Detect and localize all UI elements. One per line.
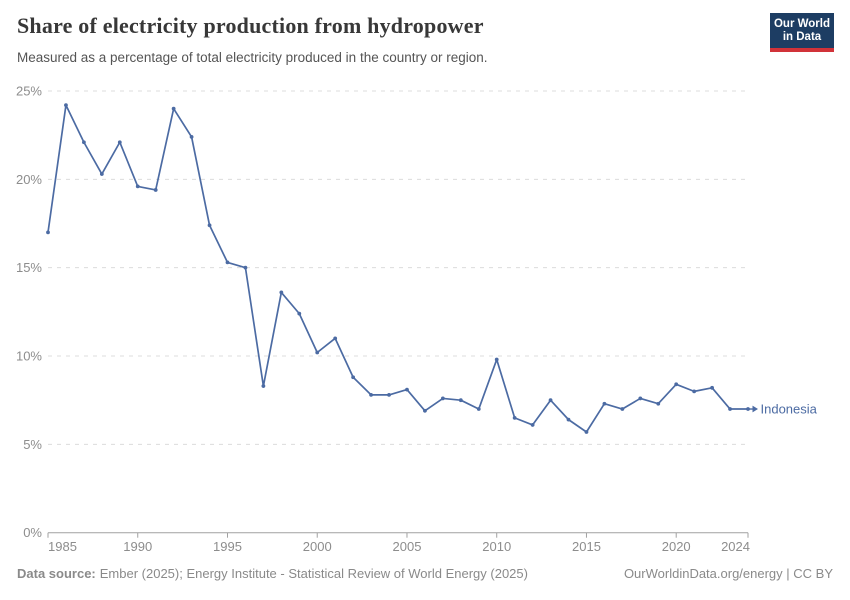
data-point (710, 385, 715, 390)
owid-logo: Our World in Data (770, 13, 834, 52)
y-tick-label: 20% (16, 172, 42, 187)
data-point (530, 423, 535, 427)
y-tick-label: 5% (23, 437, 42, 452)
y-tick-label: 0% (23, 525, 42, 540)
data-source: Data source: Ember (2025); Energy Institu… (17, 566, 528, 581)
data-point (728, 407, 732, 411)
data-source-label: Data source: (17, 566, 96, 581)
y-tick-label: 10% (16, 349, 42, 364)
logo-text-line1: Our World (773, 17, 830, 30)
data-point (81, 140, 86, 145)
x-tick-label: 2015 (572, 539, 601, 554)
credit-link[interactable]: OurWorldinData.org/energy | CC BY (623, 566, 833, 581)
data-point (153, 188, 158, 192)
logo-text-line2: in Data (782, 30, 822, 43)
data-point (423, 408, 427, 413)
x-tick-label: 2010 (482, 539, 511, 554)
data-point (440, 396, 445, 401)
x-tick-label: 2020 (662, 539, 691, 554)
data-point (351, 375, 356, 380)
data-point (584, 430, 589, 434)
data-point (279, 290, 284, 295)
data-source-text: Ember (2025); Energy Institute - Statist… (99, 566, 528, 581)
data-point (476, 407, 481, 411)
data-point (297, 311, 302, 316)
y-tick-label: 25% (16, 84, 42, 99)
data-point (620, 407, 625, 411)
data-point (387, 392, 391, 397)
x-tick-label: 1990 (123, 539, 152, 554)
data-point (117, 140, 122, 145)
data-point (548, 398, 553, 403)
data-point (261, 384, 266, 388)
data-line (47, 104, 749, 433)
data-point (405, 387, 409, 392)
y-tick-label: 15% (16, 260, 42, 275)
data-point (135, 184, 140, 189)
entity-label: Indonesia (761, 401, 818, 416)
data-point (46, 230, 50, 235)
x-tick-label: 2005 (393, 539, 422, 554)
data-point (602, 401, 607, 406)
data-point (333, 336, 338, 341)
data-point (99, 172, 104, 176)
data-point (315, 350, 320, 355)
data-point (243, 265, 248, 270)
x-tick-label: 2000 (303, 539, 332, 554)
x-tick-label: 2024 (721, 539, 750, 554)
data-point (171, 106, 176, 111)
x-tick-label: 1985 (48, 539, 77, 554)
data-point (656, 401, 661, 406)
data-point (189, 135, 194, 139)
data-point (225, 260, 230, 265)
data-point (494, 357, 499, 362)
data-point (512, 415, 517, 420)
data-point (638, 396, 643, 401)
entity-arrow-icon (752, 405, 758, 413)
data-point (566, 417, 571, 422)
data-point (64, 103, 68, 108)
x-tick-label: 1995 (213, 539, 242, 554)
data-point (207, 223, 212, 228)
page-title: Share of electricity production from hyd… (17, 13, 484, 38)
data-point (369, 392, 373, 397)
data-point (692, 389, 697, 394)
chart-subtitle: Measured as a percentage of total electr… (17, 50, 488, 65)
data-point (458, 398, 463, 403)
data-point (674, 382, 679, 387)
chart-footer: Data source: Ember (2025); Energy Institu… (17, 566, 833, 581)
